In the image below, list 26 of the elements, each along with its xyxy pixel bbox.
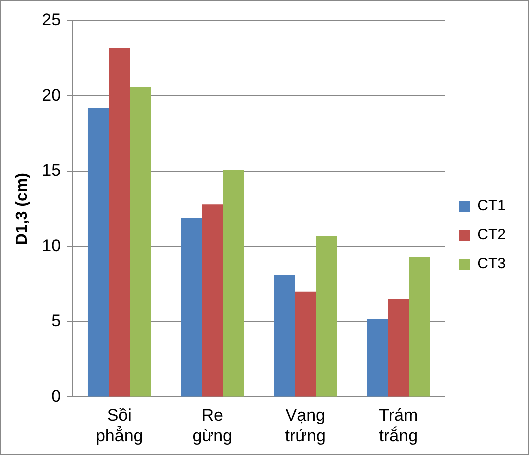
y-tick-label: 0 [52,386,62,406]
bar [88,108,110,397]
bar [409,257,430,397]
y-tick-label: 5 [52,312,62,331]
y-tick-label: 25 [42,10,62,30]
bar [388,299,410,397]
bar [181,218,202,397]
legend-label: CT2 [478,226,506,244]
y-tick-label: 10 [42,236,62,256]
bar [109,48,130,397]
y-tick-label: 15 [42,161,62,180]
legend-label: CT1 [478,198,506,215]
x-tick-label: Trám trắng [379,406,418,446]
bar [130,87,152,397]
bar [274,275,296,397]
bar [316,236,338,397]
bar [295,292,316,397]
y-tick-label: 20 [42,86,62,105]
bar [223,170,244,397]
x-tick-label: Sồi phẳng [96,406,144,446]
y-axis-title: D1,3 (cm) [14,173,32,246]
bar [202,204,224,397]
bar [367,318,388,397]
x-tick-label: Re gừng [192,406,233,446]
legend-label: CT3 [478,256,506,273]
x-tick-label: Vạng trứng [285,406,326,446]
